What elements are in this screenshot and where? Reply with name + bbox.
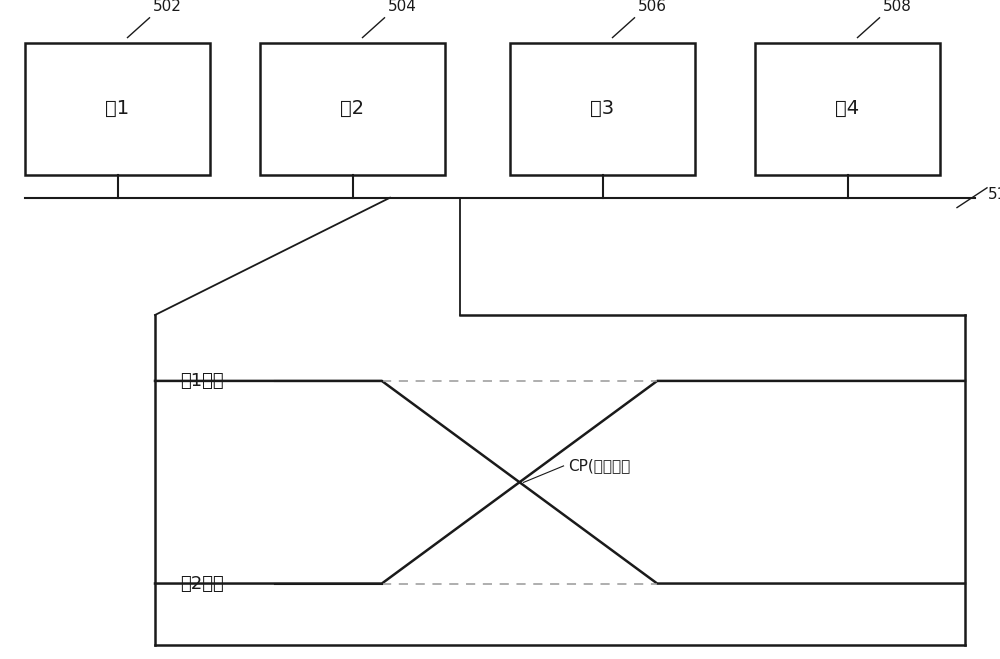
Text: 510: 510	[988, 187, 1000, 202]
Text: 504: 504	[388, 0, 416, 14]
Text: 组2: 组2	[340, 100, 365, 118]
Text: 第2电平: 第2电平	[180, 575, 224, 592]
Bar	[25, 43, 210, 175]
Text: 502: 502	[152, 0, 181, 14]
Bar	[755, 43, 940, 175]
Bar	[510, 43, 695, 175]
Text: 组3: 组3	[590, 100, 615, 118]
Text: CP(交叉点）: CP(交叉点）	[569, 459, 631, 473]
Text: 506: 506	[638, 0, 667, 14]
Bar	[260, 43, 445, 175]
Text: 组4: 组4	[835, 100, 860, 118]
Text: 508: 508	[883, 0, 911, 14]
Text: 第1电平: 第1电平	[180, 372, 224, 390]
Text: 组1: 组1	[105, 100, 130, 118]
